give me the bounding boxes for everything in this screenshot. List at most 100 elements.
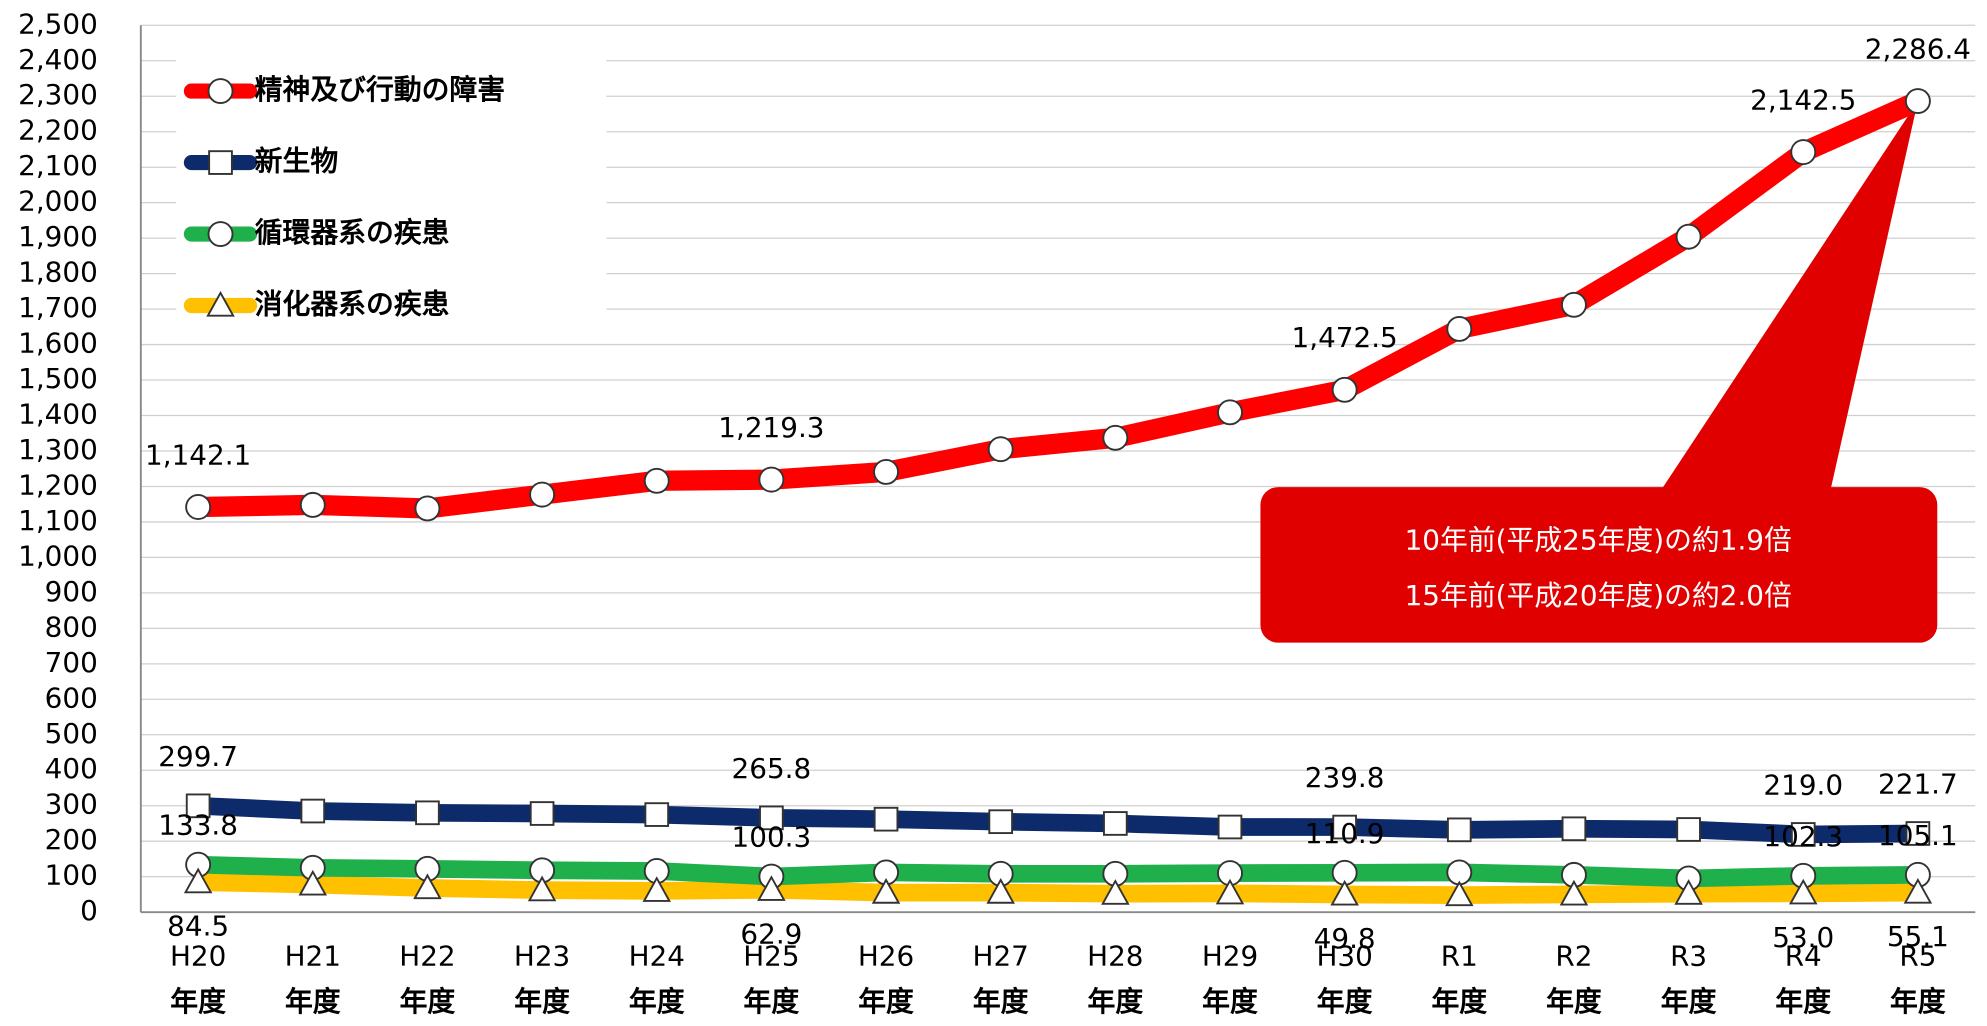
marker	[527, 875, 557, 902]
x-tick-label: R4 年度	[1775, 940, 1831, 1019]
x-tick-label: H29 年度	[1202, 940, 1258, 1019]
marker	[1330, 879, 1359, 906]
marker	[207, 78, 234, 105]
y-tick-label: 500	[45, 717, 98, 750]
x-tick-label: R2 年度	[1546, 940, 1602, 1019]
data-label: 100.3	[732, 821, 812, 854]
marker	[871, 878, 901, 904]
marker	[757, 875, 786, 901]
y-tick-label: 700	[45, 646, 98, 679]
data-label: 49.8	[1314, 922, 1376, 955]
y-tick-label: 200	[45, 823, 98, 856]
y-tick-label: 1,800	[18, 256, 98, 289]
data-label: 84.5	[167, 910, 229, 943]
marker	[988, 809, 1014, 835]
marker	[1676, 817, 1701, 842]
marker	[414, 495, 441, 522]
marker	[1217, 399, 1243, 426]
marker	[298, 869, 328, 896]
x-tick-label: R3 年度	[1661, 940, 1717, 1019]
data-label: 221.7	[1878, 767, 1958, 800]
y-tick-label: 600	[45, 681, 98, 714]
data-label: 299.7	[158, 740, 238, 773]
x-tick-label: H30 年度	[1316, 940, 1372, 1019]
marker	[1790, 822, 1816, 847]
y-tick-label: 1,300	[18, 433, 98, 466]
marker	[1790, 139, 1817, 166]
x-tick-label: H24 年度	[629, 940, 685, 1019]
marker	[1215, 878, 1245, 905]
marker	[1103, 811, 1128, 836]
callout-pointer	[1658, 101, 1918, 494]
y-tick-label: 2,400	[18, 43, 98, 76]
marker	[873, 458, 900, 485]
marker	[987, 436, 1014, 463]
legend-label: 消化器系の疾患	[255, 288, 450, 321]
marker	[1332, 814, 1357, 840]
y-tick-label: 1,400	[18, 398, 98, 431]
data-label: 265.8	[732, 752, 812, 785]
y-tick-label: 2,000	[18, 185, 98, 218]
marker	[415, 800, 440, 826]
data-label: 133.8	[158, 809, 238, 842]
marker	[1559, 879, 1589, 906]
data-label: 1,142.1	[145, 438, 251, 471]
data-label: 105.1	[1878, 819, 1958, 852]
marker	[413, 873, 442, 900]
marker	[1675, 223, 1702, 250]
x-tick-label: H28 年度	[1087, 940, 1143, 1019]
legend-label: 循環器系の疾患	[255, 216, 450, 249]
y-tick-label: 300	[45, 788, 98, 821]
y-tick-label: 1,700	[18, 291, 98, 324]
data-label: 1,219.3	[718, 411, 824, 444]
series-line	[197, 91, 1923, 519]
y-tick-label: 2,100	[18, 149, 98, 182]
y-tick-label: 400	[45, 752, 98, 785]
data-label: 219.0	[1763, 768, 1843, 801]
data-label: 239.8	[1305, 761, 1385, 794]
x-tick-label: H22 年度	[399, 940, 455, 1019]
series-line	[197, 873, 1918, 904]
marker	[1905, 821, 1931, 846]
marker	[529, 801, 555, 826]
x-tick-label: H25 年度	[743, 940, 799, 1019]
y-tick-label: 100	[45, 859, 98, 892]
x-tick-label: H21 年度	[285, 940, 341, 1019]
marker	[1561, 816, 1587, 842]
marker	[1217, 814, 1243, 840]
y-tick-label: 2,300	[18, 78, 98, 111]
legend-box	[176, 56, 607, 338]
marker	[1445, 880, 1474, 907]
marker	[208, 150, 233, 175]
marker	[1788, 878, 1818, 905]
y-tick-label: 2,500	[18, 7, 98, 40]
marker	[642, 876, 672, 902]
marker	[1903, 877, 1933, 904]
data-label: 102.3	[1763, 820, 1843, 853]
data-label: 2,286.4	[1865, 32, 1971, 65]
y-tick-label: 1,200	[18, 468, 98, 501]
y-tick-label: 800	[45, 610, 98, 643]
marker	[1101, 879, 1130, 905]
marker	[1446, 315, 1473, 342]
marker	[206, 290, 235, 317]
data-label: 55.1	[1887, 920, 1949, 953]
y-tick-label: 900	[45, 575, 98, 608]
data-label: 2,142.5	[1750, 84, 1856, 117]
y-tick-label: 0	[80, 894, 98, 927]
marker	[1102, 424, 1129, 451]
marker	[1674, 879, 1703, 905]
y-tick-label: 1,900	[18, 220, 98, 253]
x-tick-label: H20 年度	[170, 940, 226, 1019]
marker	[873, 806, 899, 832]
marker	[986, 878, 1015, 904]
marker	[185, 793, 211, 819]
data-label: 53.0	[1772, 921, 1834, 954]
marker	[759, 805, 784, 831]
marker	[643, 467, 670, 494]
callout-box	[1260, 487, 1938, 643]
marker	[1446, 817, 1472, 843]
data-label: 1,472.5	[1292, 321, 1398, 354]
y-tick-label: 1,600	[18, 327, 98, 360]
